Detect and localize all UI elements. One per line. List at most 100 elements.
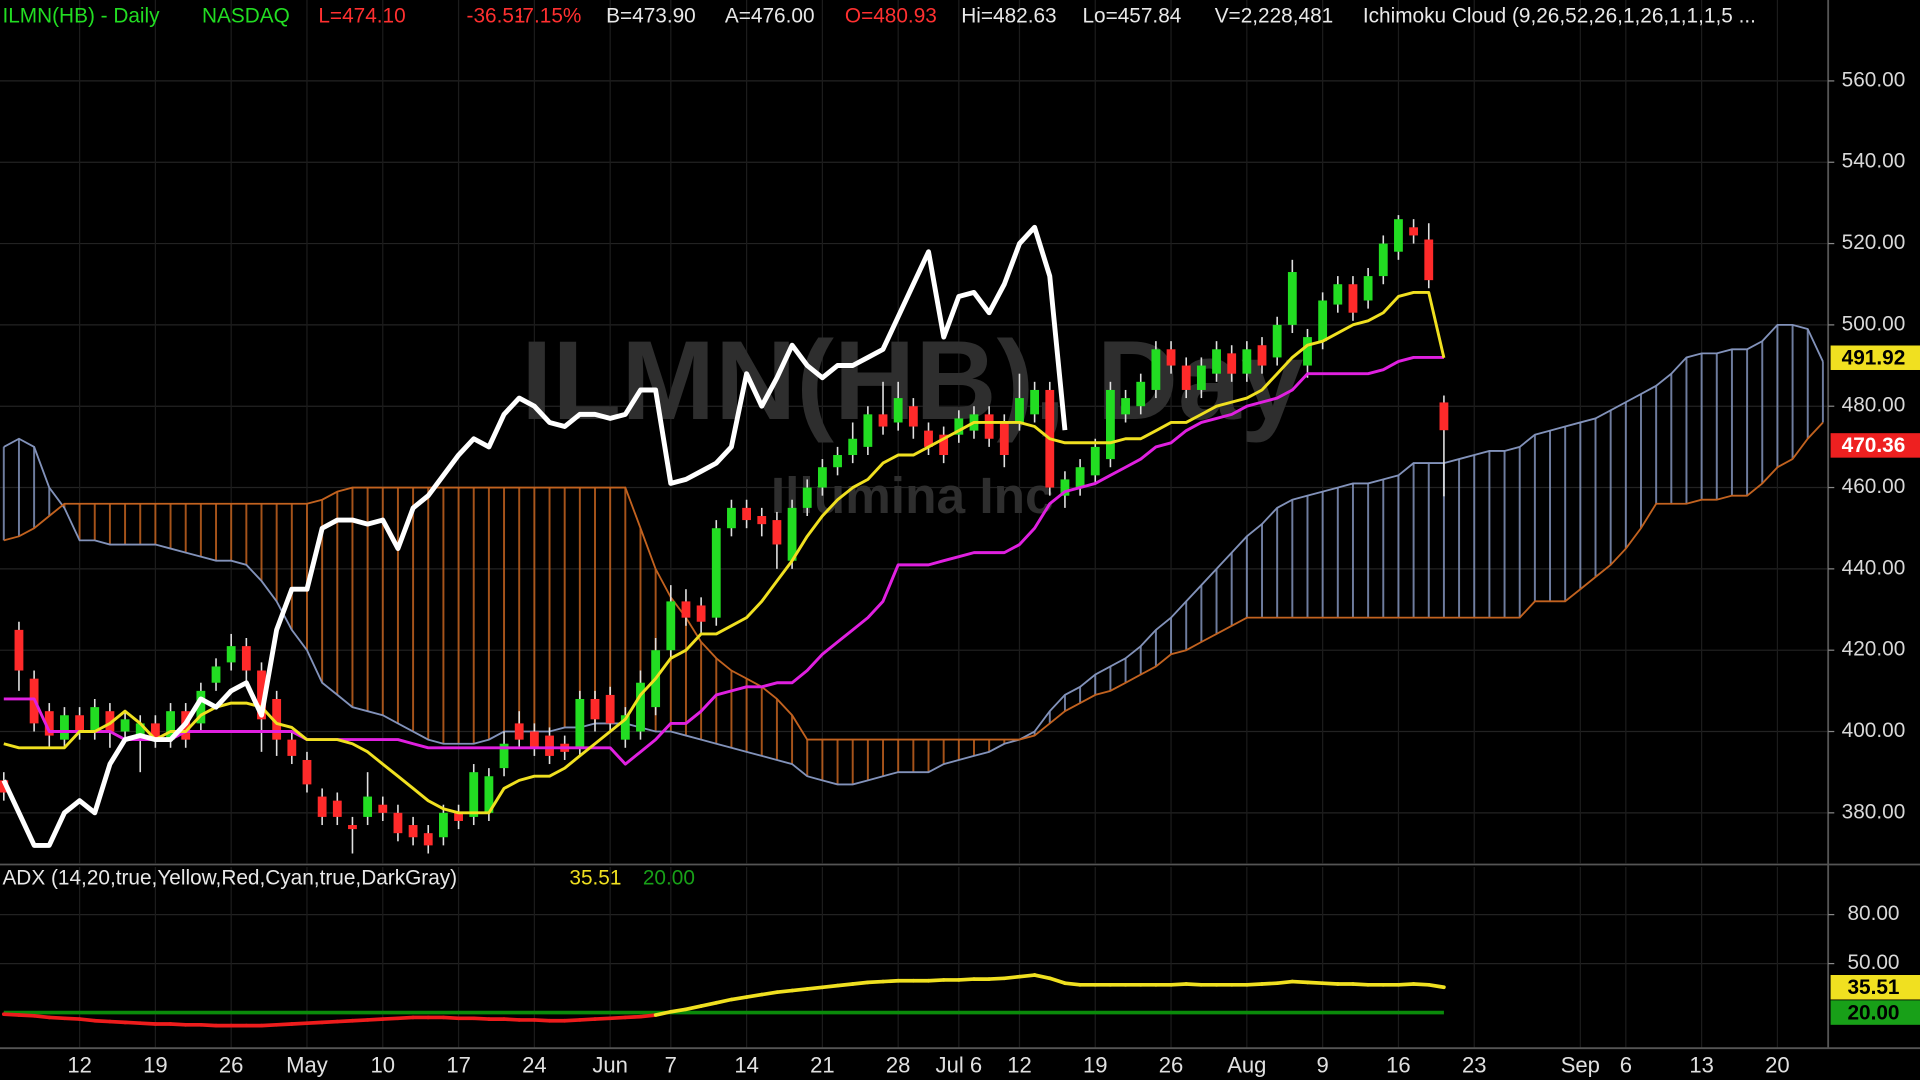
value-box-label: 470.36 xyxy=(1842,434,1906,457)
adx-segment xyxy=(305,1020,324,1026)
candle-body xyxy=(605,694,615,724)
candle-body xyxy=(302,759,312,785)
adx-segment xyxy=(775,988,794,994)
header-item: B=473.90 xyxy=(606,5,696,28)
header-item: Ichimoku Cloud (9,26,52,26,1,26,1,1,1,5 … xyxy=(1363,5,1756,28)
candle-body xyxy=(1015,398,1024,423)
x-tick-label: 14 xyxy=(734,1052,759,1077)
x-tick-label: Jun xyxy=(592,1052,628,1077)
x-tick-label: 17 xyxy=(446,1052,471,1077)
candle-body xyxy=(620,715,630,740)
candle-body xyxy=(545,735,554,756)
candle-body xyxy=(1151,349,1161,390)
candle-body xyxy=(272,698,282,740)
adx-segment xyxy=(502,1017,522,1022)
adx-header: ADX (14,20,true,Yellow,Red,Cyan,true,Dar… xyxy=(2,867,694,890)
header-item: -36.51 xyxy=(467,5,526,28)
adx-segment xyxy=(47,1015,67,1021)
adx-segment xyxy=(805,985,825,991)
candle-body xyxy=(590,698,600,720)
indicator-line xyxy=(3,355,1444,766)
x-tick-label: 7 xyxy=(665,1052,677,1077)
value-box-label: 491.92 xyxy=(1842,346,1906,369)
value-box xyxy=(1830,975,1920,1000)
candle-body xyxy=(469,772,479,817)
x-tick-label: 13 xyxy=(1689,1052,1714,1077)
candle-body xyxy=(1272,324,1282,358)
adx-segment xyxy=(956,977,976,982)
adx-segment xyxy=(1047,976,1067,986)
adx-segment xyxy=(714,997,734,1005)
candle-body xyxy=(848,438,858,456)
grid xyxy=(0,0,1829,1049)
adx-segment xyxy=(289,1021,309,1026)
candle-body xyxy=(348,825,357,830)
candle-body xyxy=(1136,381,1146,407)
adx-segment xyxy=(744,992,764,999)
adx-segment xyxy=(1426,982,1446,990)
candle-body xyxy=(711,528,721,618)
value-box xyxy=(1830,345,1920,370)
header-item: ILMN(HB) - Daily xyxy=(2,5,160,28)
adx-segment xyxy=(1002,974,1022,981)
x-tick-label: 21 xyxy=(810,1052,835,1077)
adx-segment xyxy=(684,1004,703,1012)
adx-segment xyxy=(1290,979,1310,985)
adx-segment xyxy=(1275,979,1295,986)
ichimoku-cloud xyxy=(2,323,1824,786)
candle-body xyxy=(575,698,585,748)
x-tick-label: Aug xyxy=(1227,1052,1266,1077)
x-tick-label: 16 xyxy=(1386,1052,1411,1077)
candle-body xyxy=(1196,365,1206,390)
candle-body xyxy=(1333,284,1343,305)
y-tick-label: 500.00 xyxy=(1842,312,1906,335)
adx-segment xyxy=(396,1015,415,1021)
candle-body xyxy=(939,434,949,456)
value-box xyxy=(1830,433,1920,458)
adx-segment xyxy=(92,1018,112,1024)
candle-body xyxy=(1394,219,1403,252)
watermark-company: Illumina Inc xyxy=(771,466,1054,524)
adx-segment xyxy=(790,987,810,993)
header-item: NASDAQ xyxy=(202,5,290,28)
candle-body xyxy=(1227,353,1237,374)
adx-segment xyxy=(274,1022,294,1027)
header-item: A=476.00 xyxy=(725,5,815,28)
candle-body xyxy=(75,715,84,732)
y-tick-label: 400.00 xyxy=(1842,719,1906,742)
adx-segment xyxy=(123,1020,143,1026)
candle-body xyxy=(817,467,827,488)
y-tick-label: 520.00 xyxy=(1842,231,1906,254)
adx-segment xyxy=(578,1017,597,1022)
candle-body xyxy=(757,516,767,525)
candle-body xyxy=(954,418,964,435)
candle-body xyxy=(408,825,418,838)
candle-body xyxy=(60,715,69,740)
x-tick-label: 26 xyxy=(1159,1052,1184,1077)
adx-segment xyxy=(168,1022,188,1027)
header-item: Hi=482.63 xyxy=(961,5,1056,28)
adx-segment xyxy=(881,978,901,984)
x-tick-label: Sep xyxy=(1561,1052,1600,1077)
header-item: Lo=457.84 xyxy=(1082,5,1181,28)
adx-segment xyxy=(729,995,749,1002)
candle-body xyxy=(1287,272,1297,325)
candle-body xyxy=(742,507,752,521)
candle-body xyxy=(924,430,933,447)
candle-body xyxy=(423,833,433,846)
header: ILMN(HB) - Daily NASDAQ L=474.10 -36.51-7.1… xyxy=(2,5,1756,28)
candle-body xyxy=(1060,479,1070,496)
header-item: O=480.93 xyxy=(845,5,937,28)
adx-segment xyxy=(835,982,855,988)
candle-body xyxy=(135,723,145,740)
x-tick-label: 26 xyxy=(219,1052,244,1077)
adx-segment xyxy=(699,1000,719,1008)
candle-body xyxy=(1318,300,1328,342)
candle-body xyxy=(14,629,24,671)
x-tick-label: 12 xyxy=(67,1052,92,1077)
header-item: -7.15% xyxy=(516,5,582,28)
candle-body xyxy=(439,812,448,838)
candle-body xyxy=(1166,349,1176,366)
candle-body xyxy=(1212,349,1221,374)
